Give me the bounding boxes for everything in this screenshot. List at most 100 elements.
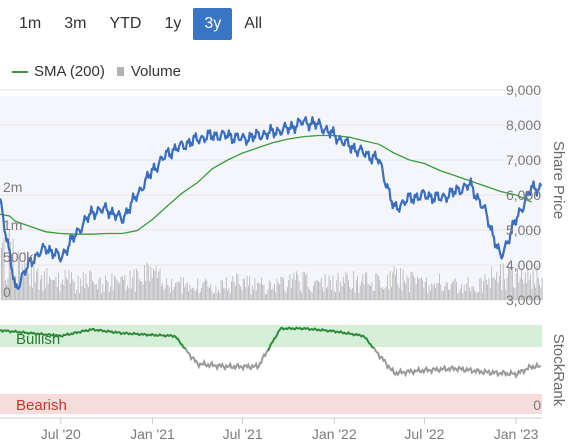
volume-bar — [335, 292, 336, 300]
x-tick-label: Jan '23 — [494, 426, 539, 441]
volume-bar — [491, 266, 492, 300]
volume-bar — [189, 285, 191, 300]
volume-bar — [417, 276, 418, 300]
volume-bar — [413, 275, 414, 300]
range-button-ytd[interactable]: YTD — [109, 15, 142, 32]
volume-bar — [193, 288, 195, 300]
volume-bar — [112, 290, 114, 300]
volume-bar — [53, 280, 54, 300]
volume-bar — [242, 279, 244, 300]
volume-bar — [502, 263, 504, 300]
volume-bar — [108, 292, 110, 300]
volume-bar — [401, 290, 403, 300]
volume-bar — [146, 262, 148, 300]
volume-bar — [470, 291, 472, 300]
volume-bar — [352, 288, 353, 300]
volume-bar — [384, 288, 386, 300]
range-button-3m[interactable]: 3m — [64, 15, 87, 32]
volume-bar — [11, 254, 13, 300]
volume-bar — [539, 284, 540, 300]
volume-bar — [397, 283, 399, 300]
volume-bar — [467, 276, 469, 300]
volume-bar — [368, 284, 370, 300]
volume-bar — [346, 274, 348, 300]
volume-bar — [136, 268, 137, 300]
volume-bar — [62, 279, 63, 300]
volume-bar — [341, 286, 343, 300]
volume-bar — [168, 286, 170, 300]
volume-bar — [298, 280, 300, 300]
range-button-1y[interactable]: 1y — [164, 15, 182, 32]
volume-bar — [261, 277, 262, 300]
volume-bar — [405, 284, 407, 300]
volume-bar — [435, 288, 436, 300]
range-button-1m[interactable]: 1m — [19, 15, 42, 32]
volume-bar — [275, 292, 277, 300]
volume-bar — [310, 291, 312, 300]
volume-bar — [355, 280, 357, 300]
volume-bar — [111, 273, 113, 300]
volume-bar — [267, 289, 269, 300]
volume-bar — [535, 287, 537, 300]
volume-bar — [14, 276, 15, 300]
volume-bar — [80, 278, 82, 300]
volume-bar — [320, 278, 322, 300]
volume-bar — [472, 286, 474, 300]
volume-bar — [350, 289, 352, 300]
volume-bar — [518, 282, 520, 300]
range-button-all[interactable]: All — [244, 15, 263, 32]
volume-bar — [400, 268, 401, 300]
volume-bar — [38, 290, 40, 300]
volume-bar — [84, 288, 85, 300]
volume-bar — [354, 292, 356, 300]
volume-bar — [370, 285, 371, 300]
volume-bar — [50, 279, 52, 300]
volume-bar — [216, 292, 218, 300]
volume-bar — [41, 275, 43, 300]
volume-bar — [64, 269, 66, 300]
volume-bar — [485, 279, 487, 300]
volume-bar — [222, 280, 223, 300]
volume-bar — [235, 286, 236, 300]
volume-bar — [446, 282, 448, 300]
volume-bar — [54, 279, 56, 300]
volume-bar — [288, 280, 290, 300]
volume-bar — [4, 280, 6, 300]
volume-bar — [20, 279, 22, 300]
volume-bar — [43, 270, 45, 300]
volume-bar — [509, 267, 511, 300]
volume-bar — [424, 281, 426, 300]
volume-bar — [376, 273, 378, 300]
volume-bar — [514, 288, 516, 300]
x-tick-label: Jan '21 — [130, 426, 175, 441]
volume-bar — [133, 269, 135, 300]
range-button-3y[interactable]: 3y — [193, 8, 233, 40]
volume-bar — [212, 294, 214, 300]
volume-bar — [480, 278, 482, 300]
volume-bar — [181, 293, 183, 300]
volume-bar — [496, 271, 498, 300]
volume-bar — [280, 277, 282, 300]
volume-tick-label: 500k — [3, 249, 34, 265]
volume-bar — [211, 291, 213, 300]
volume-bar — [98, 278, 100, 300]
volume-bar — [316, 280, 318, 300]
volume-bar — [445, 281, 447, 300]
volume-bar — [119, 283, 121, 300]
volume-bar — [8, 229, 10, 300]
volume-bar — [71, 271, 72, 300]
stockrank-line — [0, 327, 187, 350]
volume-bar — [149, 281, 150, 300]
volume-bar — [59, 291, 61, 300]
volume-bar — [453, 280, 455, 300]
volume-bar — [60, 283, 62, 300]
volume-bar — [92, 280, 93, 300]
volume-legend-label[interactable]: Volume — [130, 63, 181, 80]
volume-bar — [202, 282, 204, 300]
volume-bar — [277, 282, 279, 300]
volume-bar — [49, 276, 50, 300]
sma-legend-label[interactable]: SMA (200) — [34, 63, 105, 80]
volume-bar — [166, 278, 167, 300]
volume-bar — [75, 293, 76, 300]
volume-bar — [203, 281, 205, 300]
